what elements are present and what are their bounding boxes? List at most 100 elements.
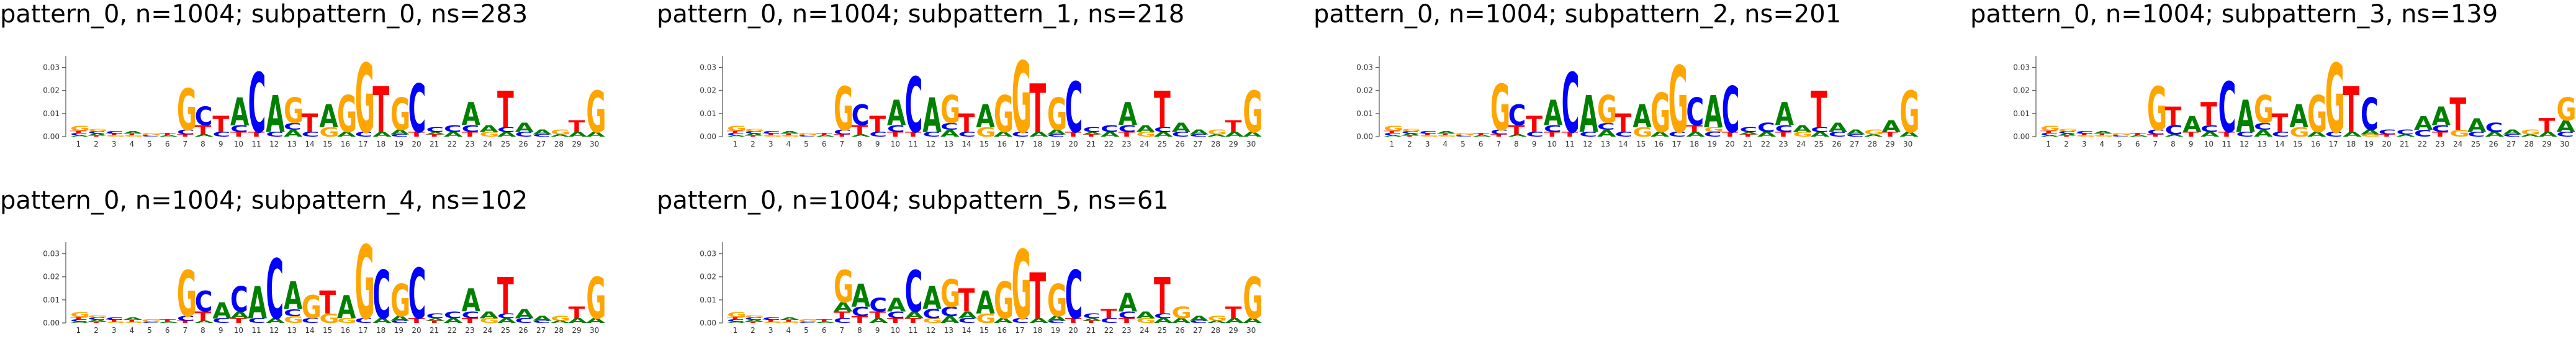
x-tick-label: 16 — [341, 140, 350, 148]
logo-letter-G: G — [1597, 88, 1617, 132]
logo-letter-T: T — [869, 111, 886, 137]
logo-letter-T: T — [372, 74, 389, 148]
logo-letter-C: C — [2058, 130, 2076, 134]
logo-letter-C: C — [106, 317, 124, 320]
logo-letter-G: G — [1633, 125, 1652, 140]
logo-letter-C: C — [869, 294, 887, 317]
y-tick-label: 0.02 — [700, 86, 716, 95]
logo-letter-C: C — [1402, 130, 1420, 134]
logo-letter-G: G — [976, 312, 996, 326]
logo-letter-G: G — [319, 312, 339, 326]
logo-letter-A: A — [1172, 120, 1191, 135]
logo-letter-G: G — [940, 272, 960, 316]
logo-letter-T: T — [462, 130, 479, 138]
logo-letter-G: G — [1012, 43, 1032, 156]
logo-letter-C: C — [284, 121, 302, 132]
logo-letter-G: G — [780, 321, 800, 324]
logo-letter-A: A — [266, 317, 285, 324]
y-tick-label: 0.02 — [1356, 86, 1373, 95]
x-tick-label: 10 — [234, 326, 243, 335]
x-tick-label: 2 — [94, 326, 99, 335]
x-tick-label: 24 — [1140, 326, 1149, 335]
logo-letter-C: C — [1544, 124, 1562, 135]
logo-letter-A: A — [551, 320, 570, 324]
x-tick-label: 5 — [147, 140, 152, 148]
logo-letter-A: A — [569, 130, 588, 138]
logo-letter-T: T — [408, 317, 425, 324]
logo-letter-C: C — [1119, 124, 1137, 135]
x-tick-label: 11 — [908, 326, 917, 335]
x-tick-label: 10 — [2204, 140, 2213, 148]
logo-letter-T: T — [2094, 133, 2110, 136]
x-tick-label: 20 — [1068, 326, 1078, 335]
logo-letter-C: C — [940, 121, 958, 132]
logo-letter-C: C — [70, 132, 88, 136]
y-tick-label: 0.03 — [43, 250, 60, 258]
logo-letter-A: A — [727, 322, 746, 324]
logo-letter-A: A — [1864, 134, 1883, 137]
x-tick-label: 2 — [750, 140, 755, 148]
logo-letter-C: C — [426, 312, 444, 320]
logo-letter-A: A — [515, 307, 534, 321]
logo-letter-A: A — [940, 128, 959, 139]
logo-letter-T: T — [195, 309, 212, 324]
logo-letter-A: A — [2182, 111, 2201, 137]
logo-letter-G: G — [551, 315, 570, 322]
logo-letter-T: T — [319, 284, 336, 321]
logo-letter-T: T — [1882, 130, 1899, 138]
x-tick-label: 17 — [1015, 140, 1024, 148]
logo-letter-C: C — [1384, 132, 1402, 136]
x-tick-label: 6 — [165, 326, 170, 335]
logo-letter-G: G — [70, 125, 90, 132]
logo-letter-C: C — [390, 134, 408, 137]
logo-letter-T: T — [569, 304, 585, 322]
logo-letter-G: G — [88, 129, 108, 132]
logo-letter-A: A — [958, 310, 977, 321]
logo-letter-C: C — [1083, 312, 1101, 320]
x-tick-label: 21 — [2400, 140, 2409, 148]
logo-letter-G: G — [177, 77, 197, 143]
logo-letter-C: C — [727, 132, 745, 136]
logo-letter-C: C — [70, 319, 88, 322]
logo-letter-A: A — [2467, 115, 2487, 137]
logo-letter-T: T — [2343, 74, 2359, 148]
logo-letter-C: C — [426, 126, 444, 134]
x-tick-label: 22 — [1104, 326, 1114, 335]
x-tick-label: 12 — [1583, 140, 1592, 148]
panel-title: pattern_0, n=1004; subpattern_4, ns=102 — [0, 186, 528, 215]
x-tick-label: 19 — [394, 140, 403, 148]
logo-letter-T: T — [852, 314, 869, 325]
x-tick-label: 21 — [430, 140, 439, 148]
logo-letter-A: A — [940, 314, 959, 325]
y-tick-label: 0.01 — [43, 109, 60, 118]
x-tick-label: 14 — [305, 140, 314, 148]
logo-letter-A: A — [1402, 133, 1421, 136]
logo-letter-T: T — [70, 317, 87, 320]
logo-letter-A: A — [2289, 98, 2308, 135]
x-tick-label: 1 — [1390, 140, 1395, 148]
x-tick-label: 26 — [518, 326, 528, 335]
logo-letter-C: C — [142, 135, 160, 137]
logo-letter-C: C — [1047, 320, 1065, 324]
logo-letter-C: C — [462, 124, 480, 135]
logo-letter-G: G — [994, 273, 1014, 331]
y-tick-label: 0.01 — [700, 109, 716, 118]
logo-letter-G: G — [337, 317, 357, 324]
logo-letter-G: G — [1402, 129, 1421, 132]
logo-letter-G: G — [2307, 86, 2327, 145]
x-tick-label: 18 — [1033, 140, 1042, 148]
logo-letter-T: T — [1119, 130, 1135, 138]
logo-letter-C: C — [2112, 135, 2130, 137]
logo-letter-A: A — [1686, 130, 1705, 138]
logo-letter-A: A — [1579, 86, 1598, 145]
x-tick-label: 6 — [822, 140, 827, 148]
logo-letter-A: A — [834, 300, 853, 314]
logo-letter-T: T — [195, 123, 212, 137]
logo-letter-A: A — [1029, 130, 1048, 138]
logo-letter-C: C — [1597, 121, 1615, 132]
x-tick-label: 20 — [1068, 140, 1078, 148]
logo-letter-T: T — [1437, 133, 1454, 136]
logo-letter-C: C — [515, 130, 533, 138]
logo-letter-C: C — [2165, 123, 2183, 137]
x-tick-label: 3 — [768, 326, 773, 335]
